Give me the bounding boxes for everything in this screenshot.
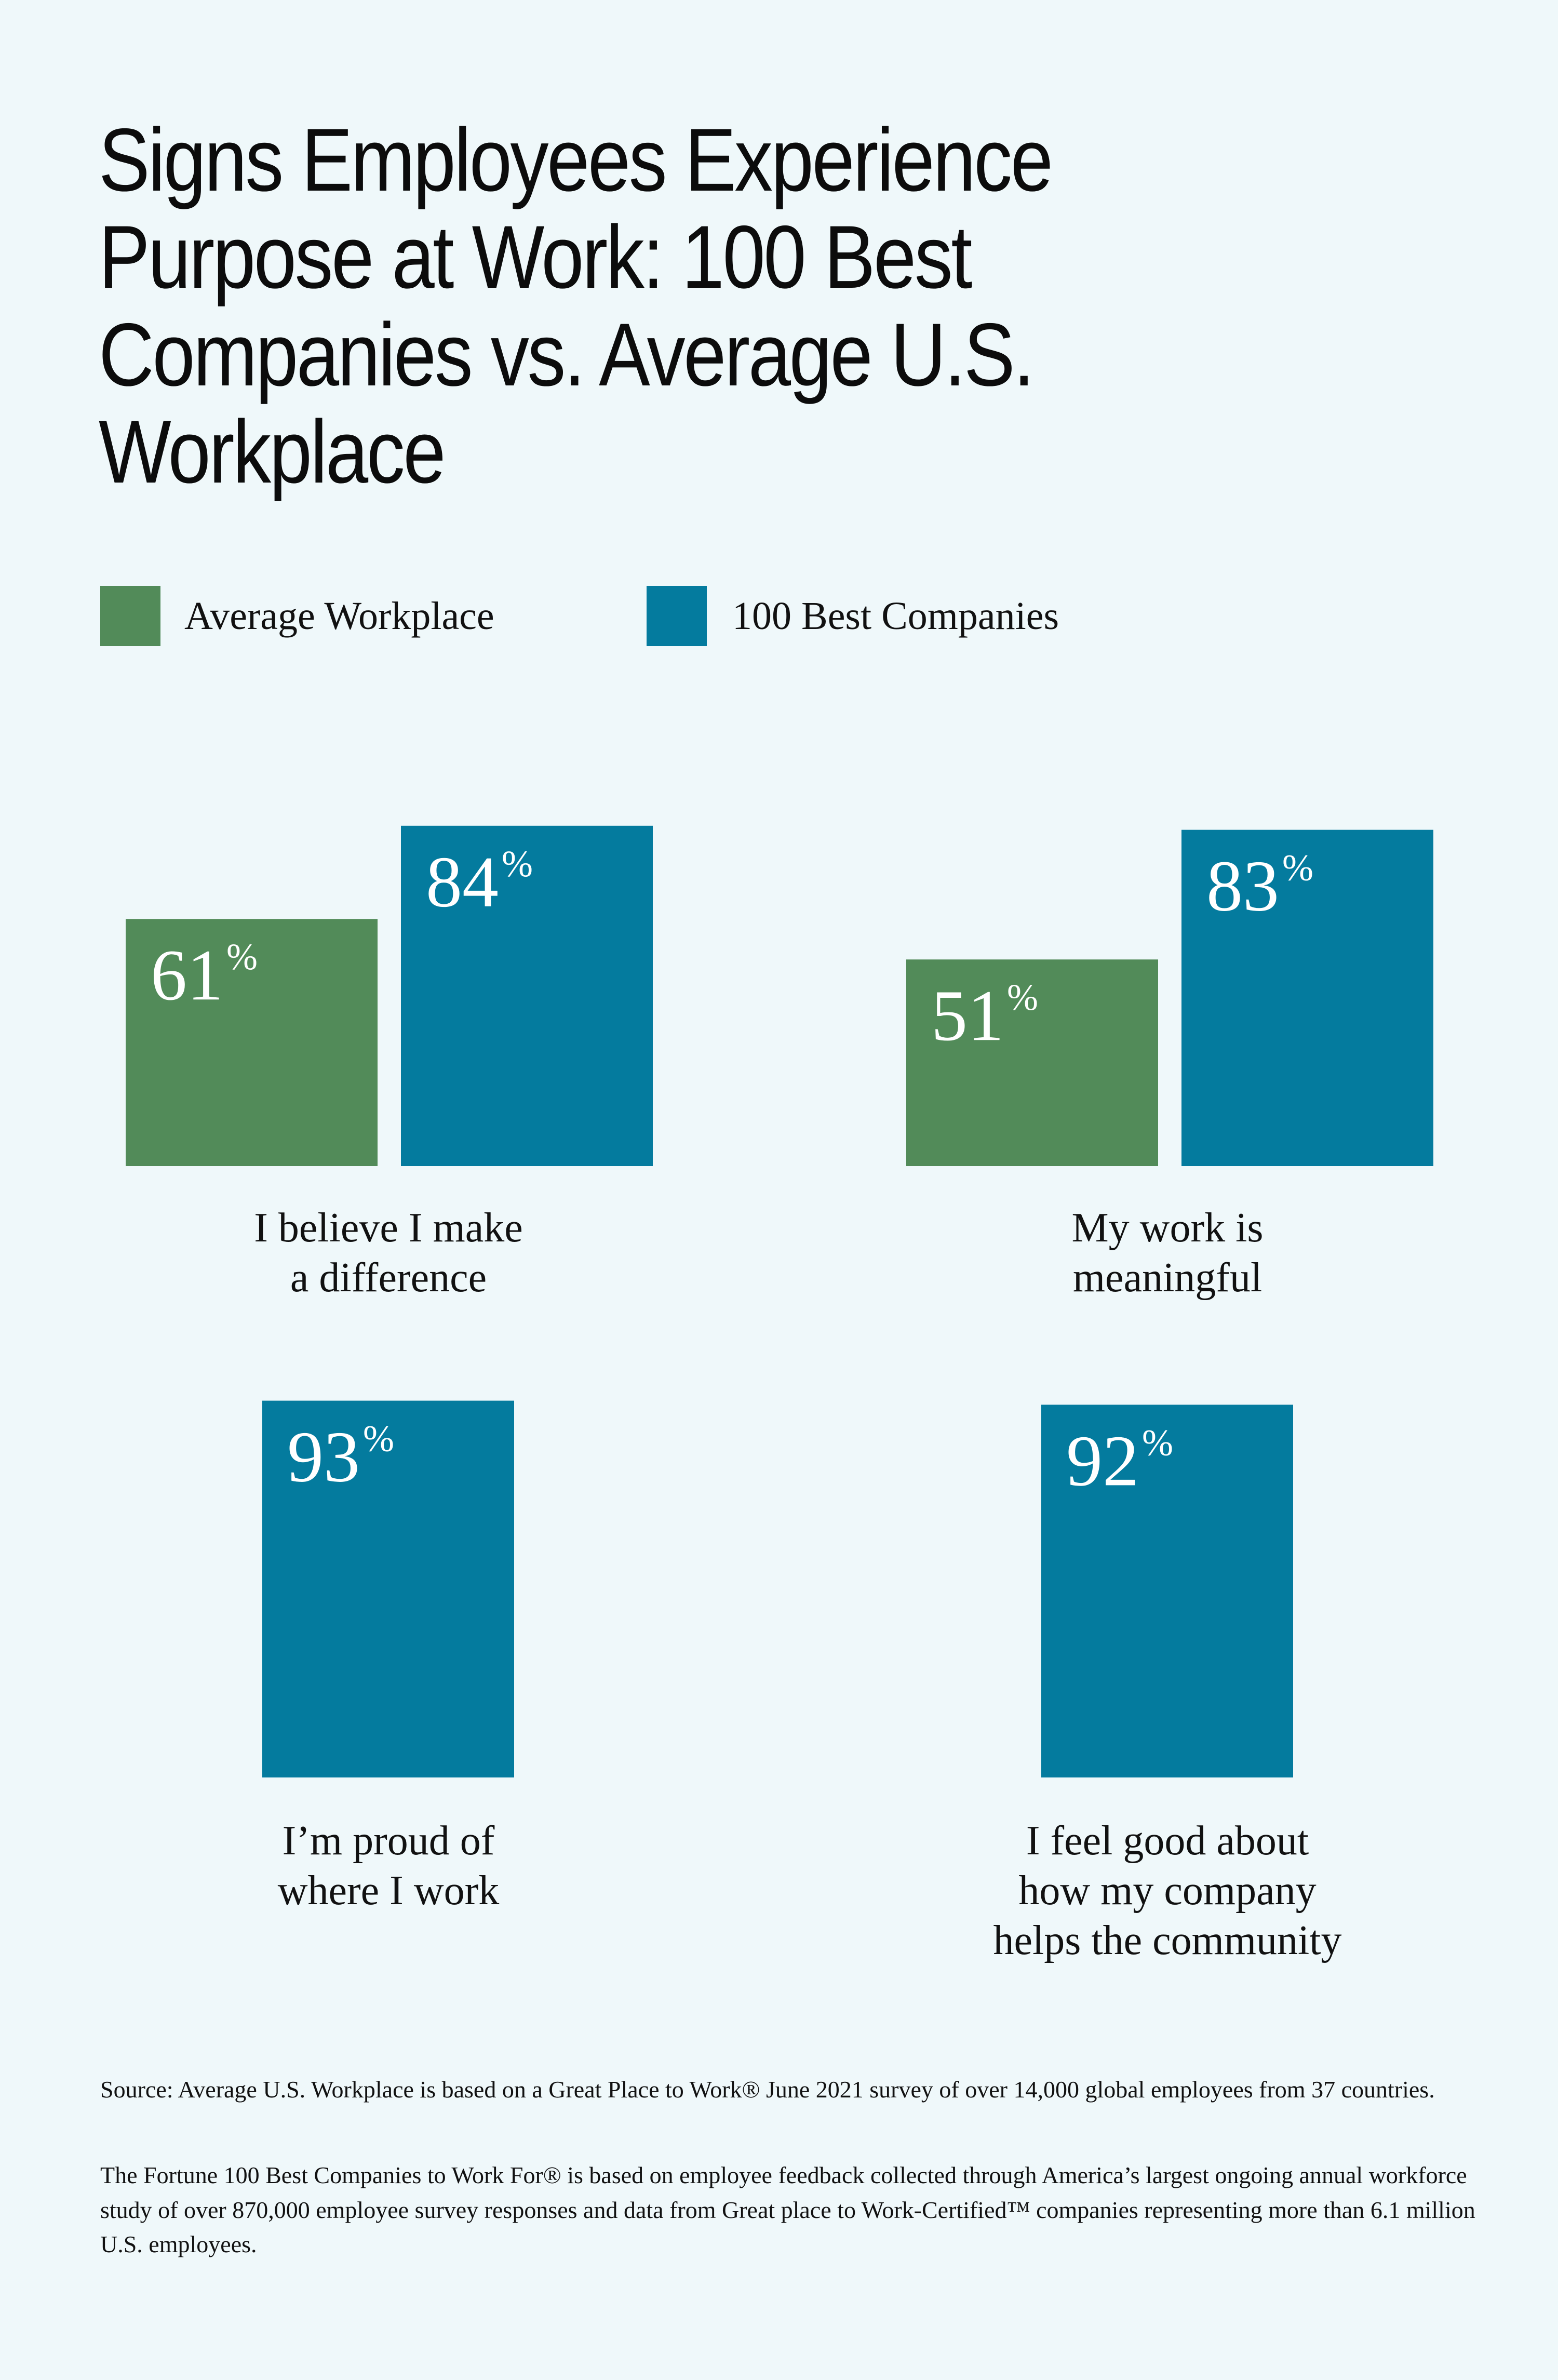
bar-2-average: [906, 959, 1158, 1166]
category-label-2-line-1: My work is: [1072, 1205, 1264, 1251]
legend-swatch-best: [647, 586, 707, 646]
methodology-note: The Fortune 100 Best Companies to Work F…: [100, 2162, 1475, 2258]
legend-swatch-average: [100, 586, 160, 646]
bar-2-best: [1181, 830, 1433, 1166]
legend-label-best: 100 Best Companies: [732, 594, 1059, 638]
data-label-2-average: 51%: [931, 975, 1038, 1056]
data-label-2-best: 83%: [1206, 846, 1313, 927]
bar-3-best: [262, 1400, 514, 1777]
category-label-3-line-2: where I work: [278, 1868, 499, 1914]
category-label-4-line-2: how my company: [1018, 1868, 1316, 1914]
category-label-3-line-1: I’m proud of: [283, 1818, 495, 1864]
bar-1-best: [401, 825, 653, 1166]
data-label-3-best: 93%: [287, 1417, 394, 1497]
category-label-4-line-1: I feel good about: [1026, 1818, 1309, 1864]
data-label-1-best: 84%: [426, 842, 533, 922]
data-label-4-best: 92%: [1066, 1421, 1173, 1501]
data-label-1-average: 61%: [151, 935, 258, 1015]
category-label-2-line-2: meaningful: [1073, 1255, 1262, 1301]
page-title: Signs Employees Experience Purpose at Wo…: [99, 110, 1053, 502]
category-label-4-line-3: helps the community: [993, 1918, 1341, 1963]
bar-1-average: [126, 919, 378, 1166]
category-label-1-line-1: I believe I make: [254, 1205, 523, 1251]
bar-4-best: [1041, 1405, 1293, 1777]
source-note: Source: Average U.S. Workplace is based …: [100, 2076, 1435, 2103]
category-label-1-line-2: a difference: [290, 1255, 487, 1301]
legend-label-average: Average Workplace: [184, 594, 494, 638]
